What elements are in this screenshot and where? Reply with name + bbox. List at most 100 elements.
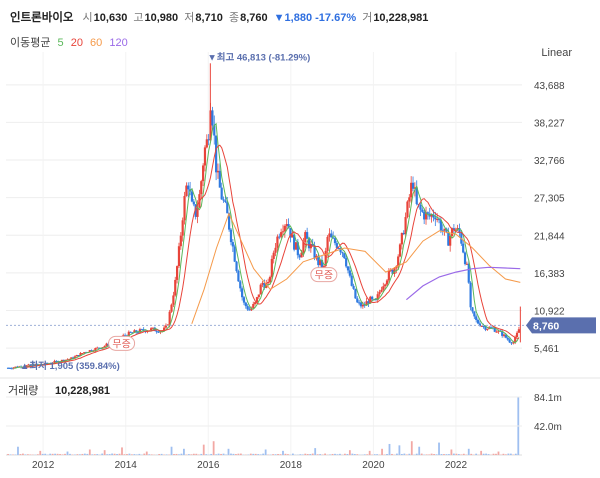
- volume-bar: [143, 453, 146, 455]
- volume-bar: [460, 454, 463, 455]
- candle-body: [263, 282, 266, 288]
- volume-bar: [497, 451, 500, 455]
- candle-body: [382, 286, 385, 290]
- candle-body: [222, 199, 225, 201]
- volume-bar: [272, 454, 274, 455]
- candle-body: [97, 347, 101, 349]
- candle-body: [278, 236, 281, 238]
- volume-bar: [170, 446, 173, 455]
- candle-body: [218, 170, 221, 188]
- candle-body: [129, 331, 132, 333]
- candle-body: [276, 236, 279, 248]
- candle-body: [27, 364, 30, 366]
- y-tick-label: 10,922: [534, 307, 565, 318]
- candle-body: [313, 245, 316, 259]
- volume-bar: [386, 454, 388, 455]
- volume-bar: [41, 453, 44, 455]
- ma-5-item[interactable]: 5: [57, 37, 64, 49]
- candle-body: [346, 266, 350, 271]
- volume-panel-label: 거래량: [8, 384, 38, 397]
- candle-body: [71, 357, 75, 359]
- volume-bar: [425, 454, 428, 455]
- volume-bar: [44, 453, 47, 455]
- candle-body: [419, 204, 422, 210]
- candle-body: [202, 165, 205, 182]
- candle-body: [192, 201, 195, 205]
- candle-body: [343, 253, 346, 259]
- candle-body: [497, 330, 500, 332]
- candle-body: [333, 238, 337, 244]
- volume-bar: [36, 454, 39, 455]
- volume-bar: [145, 451, 148, 455]
- candle-body: [371, 296, 374, 300]
- volume-bar: [202, 444, 205, 455]
- moving-average-legend[interactable]: 이동평균 5 20 60 120: [10, 34, 132, 50]
- candle-body: [515, 332, 519, 338]
- candle-body: [55, 360, 58, 362]
- volume-bar: [467, 448, 470, 455]
- ma-120-item[interactable]: 120: [109, 37, 128, 49]
- volume-bar: [514, 453, 517, 455]
- candle-body: [465, 263, 468, 265]
- volume-bar: [217, 453, 220, 455]
- volume-bar: [212, 441, 215, 455]
- candle-body: [385, 280, 389, 285]
- volume-bar: [93, 454, 96, 455]
- candle-body: [267, 281, 270, 284]
- volume-bar: [348, 450, 351, 455]
- candle-body: [235, 261, 238, 272]
- volume-bar: [415, 453, 418, 455]
- volume-bar: [324, 453, 326, 455]
- ma-60-item[interactable]: 60: [90, 37, 103, 49]
- candle-body: [369, 296, 372, 304]
- candle-body: [60, 359, 64, 362]
- candle-body: [374, 299, 377, 301]
- candle-body: [294, 242, 298, 250]
- low-label: 저: [184, 12, 195, 24]
- candle-body: [458, 228, 461, 233]
- volume-bar: [356, 454, 359, 455]
- volume-bar: [19, 454, 22, 455]
- annotations: ▼최고 46,813 (-81.29%) ▲최저 1,905 (359.84%) 무…: [6, 51, 596, 397]
- volume-bar: [443, 454, 445, 455]
- volume-bar: [83, 453, 86, 455]
- candle-body: [209, 110, 212, 141]
- candle-body: [510, 342, 513, 344]
- y-tick-label: 27,305: [534, 194, 565, 205]
- candle-body: [170, 304, 173, 312]
- candle-body: [363, 304, 366, 306]
- candle-body: [181, 220, 184, 236]
- volume-bar: [178, 454, 180, 455]
- volume-bar: [277, 454, 279, 455]
- candle-body: [380, 289, 383, 292]
- volume-bar: [220, 453, 222, 455]
- ma-20-item[interactable]: 20: [70, 37, 83, 49]
- volume-bar: [475, 453, 478, 455]
- volume-bar: [148, 454, 151, 455]
- candle-body: [133, 330, 136, 333]
- candle-body: [281, 231, 285, 233]
- candle-body: [270, 258, 273, 278]
- volume-bar: [438, 442, 440, 455]
- volume-bar: [192, 453, 195, 455]
- volume-bar: [306, 454, 309, 455]
- volume-bar: [235, 454, 237, 455]
- volume-bar: [56, 453, 59, 455]
- y-tick-label: 16,383: [534, 269, 565, 280]
- volume-bar: [121, 447, 123, 455]
- volume-bar: [455, 453, 458, 455]
- candle-body: [224, 200, 227, 203]
- volume-bar: [76, 454, 79, 455]
- scale-toggle-button[interactable]: Linear: [541, 47, 572, 59]
- candle-body: [83, 352, 86, 354]
- candle-body: [463, 252, 467, 265]
- volume-bar: [301, 454, 304, 455]
- candle-body: [354, 288, 357, 299]
- change-value: ▼1,880 -17.67%: [273, 12, 357, 24]
- candle-body: [501, 331, 504, 336]
- volume-bar: [428, 454, 431, 455]
- volume-bar: [103, 450, 106, 455]
- candle-body: [14, 366, 17, 368]
- volume-bar: [230, 453, 232, 455]
